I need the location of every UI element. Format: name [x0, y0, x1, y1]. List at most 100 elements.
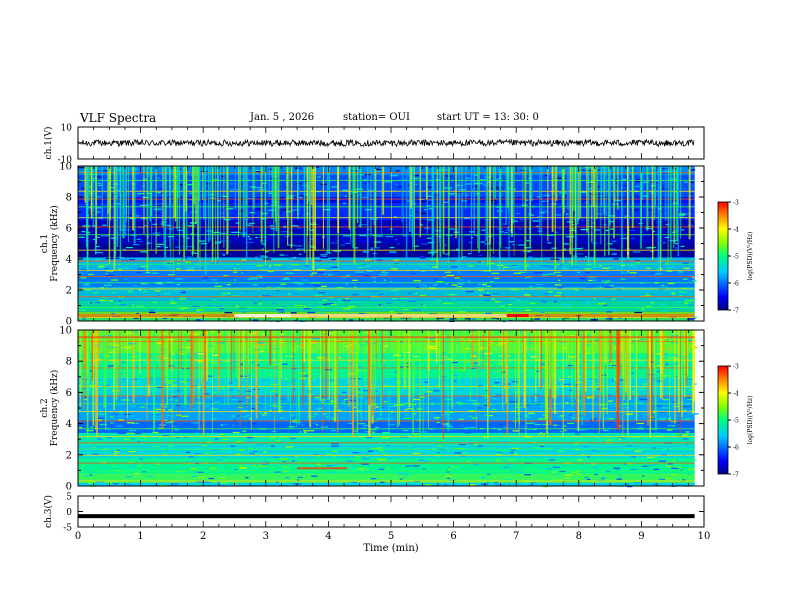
spectral-speckle [488, 415, 493, 417]
spectral-speckle [270, 437, 276, 439]
spectral-speckle [540, 445, 544, 447]
spectral-speckle [606, 311, 613, 313]
spectral-speckle [576, 373, 579, 376]
spectral-speckle [95, 302, 101, 304]
spectral-speckle [653, 468, 660, 470]
sferic-streak [664, 166, 667, 221]
spectral-speckle [348, 453, 355, 455]
spectral-speckle [627, 271, 630, 273]
spectral-speckle [170, 368, 178, 370]
spectral-speckle [489, 191, 494, 193]
spectral-speckle [507, 463, 514, 465]
sferic-streak [146, 166, 149, 274]
spectral-speckle [473, 443, 479, 446]
y-axis-label: ch.3(V) [43, 495, 54, 528]
spectral-speckle [480, 241, 485, 243]
spectral-speckle [687, 318, 694, 320]
spectral-speckle [422, 187, 425, 189]
sferic-streak [93, 330, 95, 367]
spectral-speckle [404, 473, 410, 476]
spectral-speckle [185, 379, 189, 381]
spectral-speckle [226, 268, 234, 270]
sferic-streak [441, 330, 443, 411]
spectral-speckle [182, 297, 186, 299]
spectral-speckle [111, 279, 118, 281]
sferic-streak [670, 166, 672, 260]
spectral-speckle [546, 447, 552, 449]
spectral-speckle [153, 208, 162, 210]
spectral-speckle [320, 331, 326, 333]
spectral-speckle [167, 414, 171, 416]
spectral-speckle [89, 442, 93, 445]
spectral-speckle [577, 441, 585, 443]
spectral-speckle [674, 422, 680, 424]
spectral-speckle [269, 271, 277, 273]
spectral-speckle [624, 215, 630, 217]
spectral-speckle [557, 292, 562, 294]
spectral-speckle [155, 415, 163, 417]
spectral-speckle [186, 184, 193, 186]
spectral-speckle [477, 445, 483, 447]
spectral-speckle [486, 276, 492, 278]
spectral-speckle [658, 304, 666, 306]
spectral-speckle [425, 179, 433, 181]
spectral-speckle [240, 363, 243, 365]
spectral-speckle [364, 265, 371, 267]
spectral-speckle [423, 381, 429, 383]
spectral-speckle [669, 316, 677, 318]
spectral-speckle [101, 235, 109, 237]
spectral-speckle [281, 209, 288, 211]
spectral-speckle [630, 374, 637, 376]
spectral-speckle [176, 405, 180, 407]
sferic-streak [678, 166, 679, 208]
sferic-streak [510, 166, 512, 215]
spectral-speckle [238, 210, 246, 212]
spectral-speckle [683, 373, 687, 375]
spectral-speckle [364, 400, 370, 403]
sferic-streak [128, 166, 129, 243]
spectral-speckle [528, 256, 533, 258]
spectral-speckle [151, 412, 159, 414]
spectral-speckle [95, 262, 101, 264]
spectral-speckle [667, 415, 670, 417]
spectral-speckle [503, 466, 509, 468]
spectral-speckle [263, 477, 267, 479]
sferic-streak [311, 166, 313, 206]
spectral-speckle [496, 363, 503, 365]
spectral-speckle [441, 423, 449, 425]
spectral-speckle [388, 457, 393, 459]
spectral-speckle [606, 418, 615, 420]
spectral-speckle [655, 416, 661, 418]
spectral-speckle [317, 285, 322, 287]
sferic-streak [668, 166, 670, 237]
spectral-speckle [347, 399, 356, 401]
frequency-band [78, 300, 695, 312]
spectral-speckle [681, 417, 688, 419]
spectral-speckle [268, 219, 276, 221]
spectral-speckle [360, 293, 365, 295]
spectral-speckle [273, 238, 276, 240]
spectral-speckle [404, 409, 408, 411]
spectral-speckle [241, 259, 248, 261]
spectral-speckle [257, 342, 264, 344]
spectral-speckle [509, 452, 514, 454]
spectral-speckle [674, 247, 678, 249]
spectral-speckle [260, 240, 267, 242]
spectral-speckle [322, 463, 325, 465]
spectral-speckle [651, 181, 657, 183]
spectral-speckle [105, 273, 108, 275]
spectral-speckle [129, 259, 136, 261]
spectral-speckle [489, 281, 494, 283]
spectral-speckle [357, 468, 366, 470]
sferic-streak [325, 330, 327, 398]
spectral-speckle [281, 466, 290, 468]
spectral-speckle [208, 477, 214, 480]
spectral-speckle [242, 311, 246, 313]
spectral-speckle [672, 401, 677, 403]
spectral-speckle [336, 443, 342, 445]
sferic-streak [419, 166, 422, 238]
spectral-speckle [246, 241, 254, 243]
spectral-speckle [650, 460, 654, 463]
sferic-streak [602, 330, 604, 397]
spectral-speckle [221, 252, 228, 255]
